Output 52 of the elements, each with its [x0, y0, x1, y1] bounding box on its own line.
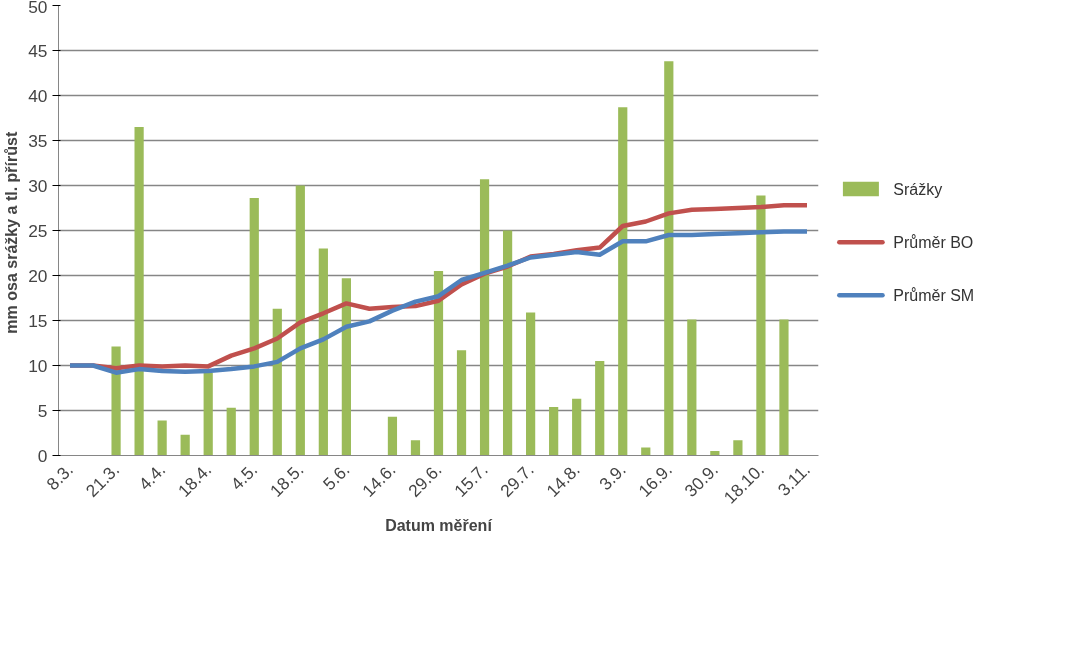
line-series: [67, 229, 810, 375]
bar: [687, 319, 697, 456]
y-tick-label: 5: [37, 400, 48, 421]
bar: [572, 398, 582, 456]
x-tick-label: 16.9.: [634, 459, 676, 501]
bar: [341, 278, 351, 456]
bar: [756, 195, 766, 456]
bar: [295, 185, 305, 456]
bar: [226, 407, 236, 456]
x-tick-label: 4.4.: [134, 459, 170, 495]
y-tick-label: 30: [28, 175, 48, 196]
bar: [456, 350, 467, 456]
y-tick-label: 0: [37, 445, 48, 466]
y-tick-label: 45: [28, 40, 48, 61]
y-tick-label: 15: [28, 310, 48, 331]
legend-label: Průměr BO: [893, 233, 974, 251]
x-tick-label: 3.11.: [773, 459, 815, 500]
bar: [203, 372, 213, 456]
bar: [272, 308, 282, 456]
legend-label: Srážky: [893, 180, 943, 198]
bar: [157, 420, 167, 456]
bar: [595, 361, 605, 456]
bar: [733, 440, 743, 456]
y-tick-label: 50: [28, 0, 48, 17]
x-tick-label: 4.5.: [226, 459, 262, 495]
x-tick-label: 3.9.: [595, 459, 630, 495]
y-axis-title: mm osa srážky a tl. přírůst: [3, 131, 21, 334]
bar: [549, 406, 559, 456]
bar: [111, 346, 121, 456]
legend-label: Průměr SM: [893, 286, 975, 304]
y-tick-label: 40: [28, 85, 48, 106]
x-axis-title: Datum měření: [385, 517, 493, 535]
bar: [410, 440, 421, 456]
x-tick-label: 5.6.: [318, 459, 354, 495]
bar: [318, 248, 328, 456]
bar: [618, 107, 628, 456]
bar: [433, 271, 444, 456]
bar: [134, 127, 144, 456]
bar: [502, 230, 513, 456]
bar: [249, 198, 259, 456]
bar: [526, 312, 536, 456]
x-tick-label: 30.9.: [680, 459, 722, 501]
y-tick-label: 10: [28, 355, 48, 376]
bar: [779, 319, 789, 456]
y-tick-label: 25: [28, 220, 48, 241]
y-tick-label: 35: [28, 130, 48, 151]
bar: [387, 416, 398, 456]
bar: [479, 179, 490, 456]
bar: [180, 434, 190, 456]
bar: [641, 447, 651, 456]
bar: [664, 61, 674, 456]
y-tick-label: 20: [28, 265, 48, 286]
